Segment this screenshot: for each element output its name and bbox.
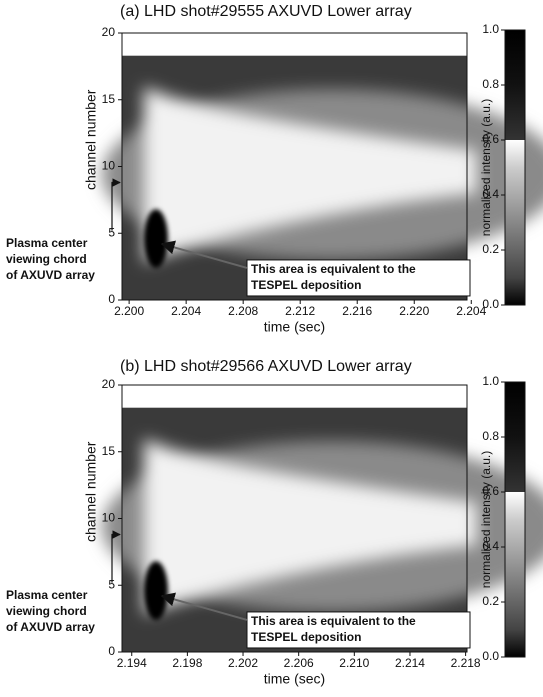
- colorbar: [504, 381, 526, 658]
- y-tick-label: 20: [102, 377, 116, 391]
- colorbar-tick-label: 0.8: [482, 429, 499, 443]
- y-tick-label: 0: [108, 292, 115, 306]
- colorbar-tick-label: 0.6: [482, 484, 499, 498]
- annotation-text: Plasma center: [6, 588, 88, 602]
- colorbar-label: normalized intensity (a.u.): [479, 451, 493, 588]
- y-tick-label: 20: [102, 25, 116, 39]
- annotation-text: TESPEL deposition: [251, 278, 361, 292]
- y-tick-label: 15: [102, 444, 116, 458]
- annotation-text: This area is equivalent to the: [251, 614, 416, 628]
- x-tick-label: 2.194: [117, 656, 147, 670]
- x-tick-label: 2.204: [456, 304, 486, 318]
- x-tick-label: 2.208: [228, 304, 258, 318]
- heatmap-core: [144, 561, 168, 620]
- colorbar-tick-label: 0.6: [482, 132, 499, 146]
- colorbar-tick-label: 1.0: [482, 22, 499, 36]
- x-tick-label: 2.198: [172, 656, 202, 670]
- y-axis-label: channel number: [83, 89, 99, 190]
- x-tick-label: 2.210: [339, 656, 369, 670]
- x-axis-label: time (sec): [264, 319, 325, 335]
- annotation-box: [246, 611, 471, 649]
- annotation-box: [246, 259, 471, 297]
- heatmap-empty-band: [122, 33, 467, 56]
- y-axis-label: channel number: [83, 441, 99, 542]
- colorbar-label: normalized intensity (a.u.): [479, 99, 493, 236]
- heatmap-bright: [144, 86, 477, 263]
- annotation-arrow: [160, 592, 248, 621]
- y-tick-label: 0: [108, 644, 115, 658]
- x-tick-label: 2.212: [285, 304, 315, 318]
- colorbar-tick-label: 0.8: [482, 77, 499, 91]
- annotation-text: Plasma center: [6, 236, 88, 250]
- heatmap-core: [144, 209, 168, 268]
- y-tick-label: 15: [102, 92, 116, 106]
- colorbar-tick-label: 0.0: [482, 297, 499, 311]
- x-tick-label: 2.214: [395, 656, 425, 670]
- annotation-arrow: [111, 530, 121, 583]
- x-tick-label: 2.206: [284, 656, 314, 670]
- colorbar: [504, 29, 526, 306]
- colorbar-tick-label: 1.0: [482, 374, 499, 388]
- annotation-text: TESPEL deposition: [251, 630, 361, 644]
- x-tick-label: 2.218: [451, 656, 481, 670]
- y-tick-label: 10: [102, 511, 116, 525]
- colorbar-tick-label: 0.4: [482, 539, 499, 553]
- heatmap-image: [102, 32, 543, 301]
- x-axis-label: time (sec): [264, 671, 325, 687]
- y-tick-label: 10: [102, 159, 116, 173]
- annotation-text: of AXUVD array: [6, 268, 95, 282]
- chart-title: (a) LHD shot#29555 AXUVD Lower array: [120, 3, 412, 20]
- x-tick-label: 2.220: [399, 304, 429, 318]
- x-tick-label: 2.202: [228, 656, 258, 670]
- colorbar-tick-label: 0.2: [482, 594, 499, 608]
- y-tick-label: 5: [108, 225, 115, 239]
- chart-title: (b) LHD shot#29566 AXUVD Lower array: [120, 358, 412, 375]
- colorbar-tick-label: 0.2: [482, 242, 499, 256]
- colorbar-tick-label: 0.4: [482, 187, 499, 201]
- annotation-arrow: [160, 240, 248, 269]
- heatmap-image: [102, 384, 543, 653]
- heatmap-empty-band: [122, 385, 467, 408]
- x-tick-label: 2.204: [171, 304, 201, 318]
- x-tick-label: 2.200: [114, 304, 144, 318]
- annotation-text: This area is equivalent to the: [251, 262, 416, 276]
- colorbar-tick-label: 0.0: [482, 649, 499, 663]
- x-tick-label: 2.216: [342, 304, 372, 318]
- heatmap-bright: [144, 438, 477, 615]
- annotation-text: viewing chord: [6, 604, 87, 618]
- annotation-text: of AXUVD array: [6, 620, 95, 634]
- annotation-arrow: [111, 178, 121, 231]
- annotation-text: viewing chord: [6, 252, 87, 266]
- y-tick-label: 5: [108, 577, 115, 591]
